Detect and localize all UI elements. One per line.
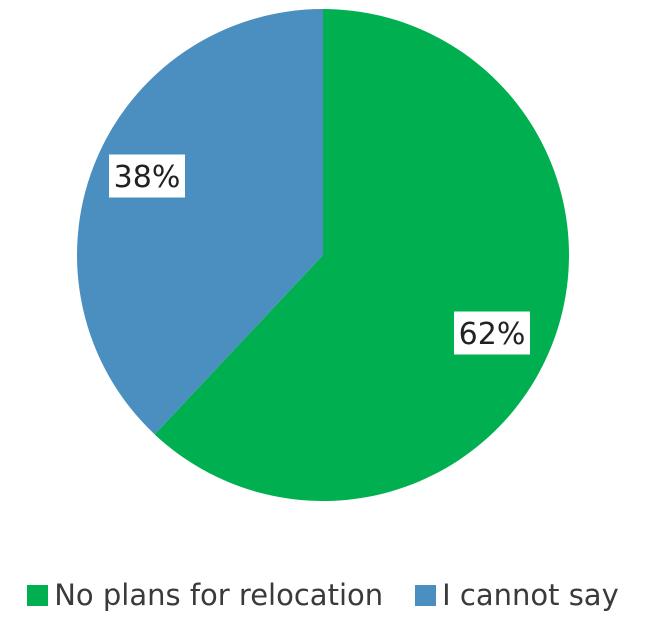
pie-slice-0 [154,9,569,501]
legend: No plans for relocation I cannot say [0,578,646,612]
data-label-bg-1 [109,154,185,198]
legend-item-cannot-say: I cannot say [415,578,619,612]
legend-label-cannot-say: I cannot say [442,578,619,612]
legend-swatch-no-plans [27,584,49,606]
legend-item-no-plans: No plans for relocation [27,578,383,612]
data-label-text-1: 38% [114,160,181,195]
data-label-1: 38% [109,154,185,198]
pie-slice-1 [76,8,323,435]
data-label-text-0: 62% [459,317,526,352]
data-label-bg-0 [454,311,530,355]
legend-label-no-plans: No plans for relocation [54,578,384,612]
data-label-0: 62% [454,311,530,355]
legend-swatch-cannot-say [415,584,437,606]
